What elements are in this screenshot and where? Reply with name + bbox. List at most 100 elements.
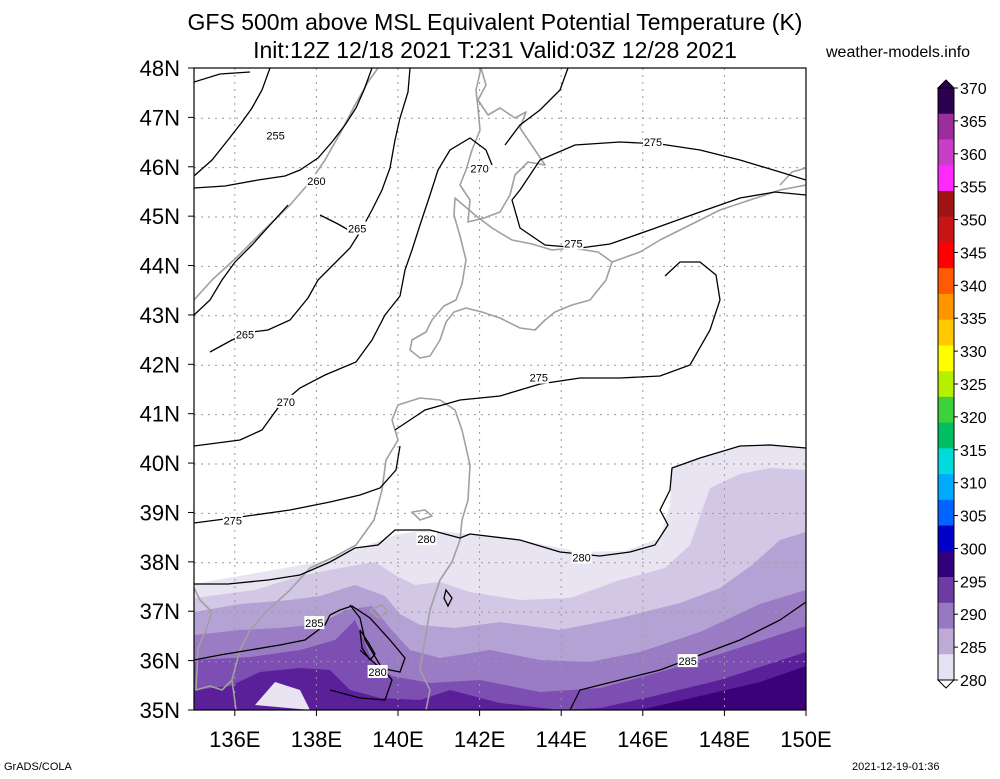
lon-label: 146E <box>617 727 668 752</box>
contour-280-small <box>443 588 453 608</box>
longitude-labels: 136E 138E 140E 142E 144E 146E 148E 150E <box>209 710 832 752</box>
contour-label-bg <box>275 394 296 408</box>
colorbar-label: 315 <box>960 443 987 460</box>
contour-label-bg <box>677 654 698 668</box>
map-plot-area: 255 260 265 265 270 270 275 275 275 275 280 280 280 2… <box>194 68 806 710</box>
contour-label-bg <box>265 128 286 142</box>
lat-label: 44N <box>140 254 180 279</box>
contour-label: 265 <box>236 330 254 342</box>
colorbar-label: 345 <box>960 245 987 262</box>
contour-label-bg <box>643 135 663 149</box>
shade-band-low-patch <box>255 682 310 710</box>
colorbar-label: 350 <box>960 213 987 230</box>
contour-label: 265 <box>348 224 366 236</box>
lat-label: 39N <box>140 500 180 525</box>
lat-label: 35N <box>140 698 180 723</box>
colorbar-label: 305 <box>960 509 987 526</box>
contour-label: 270 <box>277 397 295 409</box>
coast-honshu-west <box>231 404 399 710</box>
contour-label-bg <box>367 664 388 678</box>
lon-label: 148E <box>699 727 750 752</box>
lat-label: 48N <box>140 56 180 81</box>
site-credit: weather-models.info <box>826 44 971 61</box>
colorbar-label: 285 <box>960 640 987 657</box>
coastlines <box>194 68 806 710</box>
lat-label: 45N <box>140 204 180 229</box>
contour-label-bg <box>304 616 325 630</box>
latitude-labels: 35N 36N 37N 38N 39N 40N 41N 42N 43N 44N 45N 46N 47N 4… <box>140 56 194 723</box>
contour-label-bg <box>306 174 327 188</box>
colorbar-label: 360 <box>960 147 987 164</box>
lat-label: 46N <box>140 155 180 180</box>
contour-label-bg <box>528 370 549 384</box>
lat-label: 41N <box>140 402 180 427</box>
lon-label: 140E <box>372 727 423 752</box>
lat-label: 47N <box>140 105 180 130</box>
contour-label-bg <box>347 221 368 235</box>
colorbar-swatch <box>938 371 954 398</box>
colorbar-swatch <box>938 293 954 321</box>
colorbar-label: 340 <box>960 278 987 295</box>
coast-peninsula-noto <box>369 604 389 619</box>
contour-label: 260 <box>307 176 325 188</box>
colorbar-label: 310 <box>960 476 987 493</box>
colorbar-swatch <box>938 628 954 655</box>
contour-label: 285 <box>679 656 697 668</box>
contour-label-bg <box>235 327 255 341</box>
colorbar-swatch <box>938 345 954 372</box>
colorbar-label: 365 <box>960 114 987 131</box>
colorbar-swatch <box>938 525 954 552</box>
contour-label-bg <box>469 161 490 175</box>
contour-label: 280 <box>417 534 435 546</box>
colorbar-label: 330 <box>960 344 987 361</box>
map-frame <box>193 67 807 711</box>
lat-label: 40N <box>140 451 180 476</box>
colorbar-label: 320 <box>960 410 987 427</box>
contour-label: 280 <box>572 552 590 564</box>
shade-band-290 <box>194 652 806 710</box>
chart-title: GFS 500m above MSL Equivalent Potential … <box>187 9 803 35</box>
coast-sado <box>411 509 433 521</box>
colorbar-swatch <box>938 139 954 166</box>
contour-275-mid <box>194 261 721 524</box>
colorbar-swatch <box>938 499 954 527</box>
contour-label: 275 <box>530 373 548 385</box>
colorbar-bottom-arrow <box>936 679 956 689</box>
colorbar-label: 370 <box>960 81 987 98</box>
contour-label-bg <box>563 236 584 250</box>
lat-label: 42N <box>140 352 180 377</box>
chart-subtitle: Init:12Z 12/18 2021 T:231 Valid:03Z 12/2… <box>253 37 737 63</box>
lat-label: 36N <box>140 649 180 674</box>
colorbar-label: 355 <box>960 180 987 197</box>
colorbar-swatch <box>938 474 954 501</box>
contour-labels: 255 260 265 265 270 270 275 275 275 275 280 280 280 2… <box>222 128 698 679</box>
colorbar-swatch <box>938 396 954 424</box>
colorbar-top-arrow <box>936 79 956 89</box>
colorbar-swatch <box>938 165 954 192</box>
colorbar-label: 325 <box>960 377 987 394</box>
colorbar-label: 295 <box>960 574 987 591</box>
contour-label: 275 <box>564 238 582 250</box>
software-credit: GrADS/COLA <box>4 761 72 773</box>
contour-label-bg <box>222 513 243 527</box>
coast-korea-east <box>194 587 233 691</box>
colorbar-swatch <box>938 113 954 140</box>
contour-label: 275 <box>644 137 662 149</box>
colorbar-swatch <box>938 654 954 681</box>
lon-label: 136E <box>209 727 260 752</box>
lon-label: 150E <box>780 727 831 752</box>
lat-label: 43N <box>140 303 180 328</box>
lat-label: 37N <box>140 599 180 624</box>
colorbar-swatch <box>938 602 954 630</box>
colorbar-swatch <box>938 551 954 578</box>
colorbar-swatch <box>938 88 954 115</box>
lon-label: 138E <box>291 727 342 752</box>
generation-timestamp: 2021-12-19-01:36 <box>852 761 940 773</box>
contour-255 <box>194 68 271 177</box>
contour-label-bg <box>571 550 592 564</box>
colorbar-swatch <box>938 190 954 218</box>
colorbar-label: 280 <box>960 673 987 690</box>
contour-label-bg <box>416 532 437 546</box>
contour-label: 285 <box>305 618 323 630</box>
